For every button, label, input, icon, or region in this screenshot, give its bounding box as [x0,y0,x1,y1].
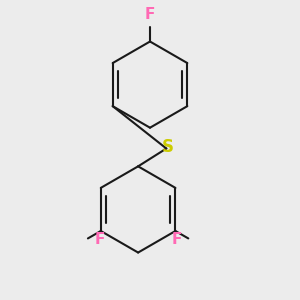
Text: F: F [94,232,105,247]
Text: F: F [145,7,155,22]
Text: S: S [162,138,174,156]
Text: F: F [171,232,182,247]
